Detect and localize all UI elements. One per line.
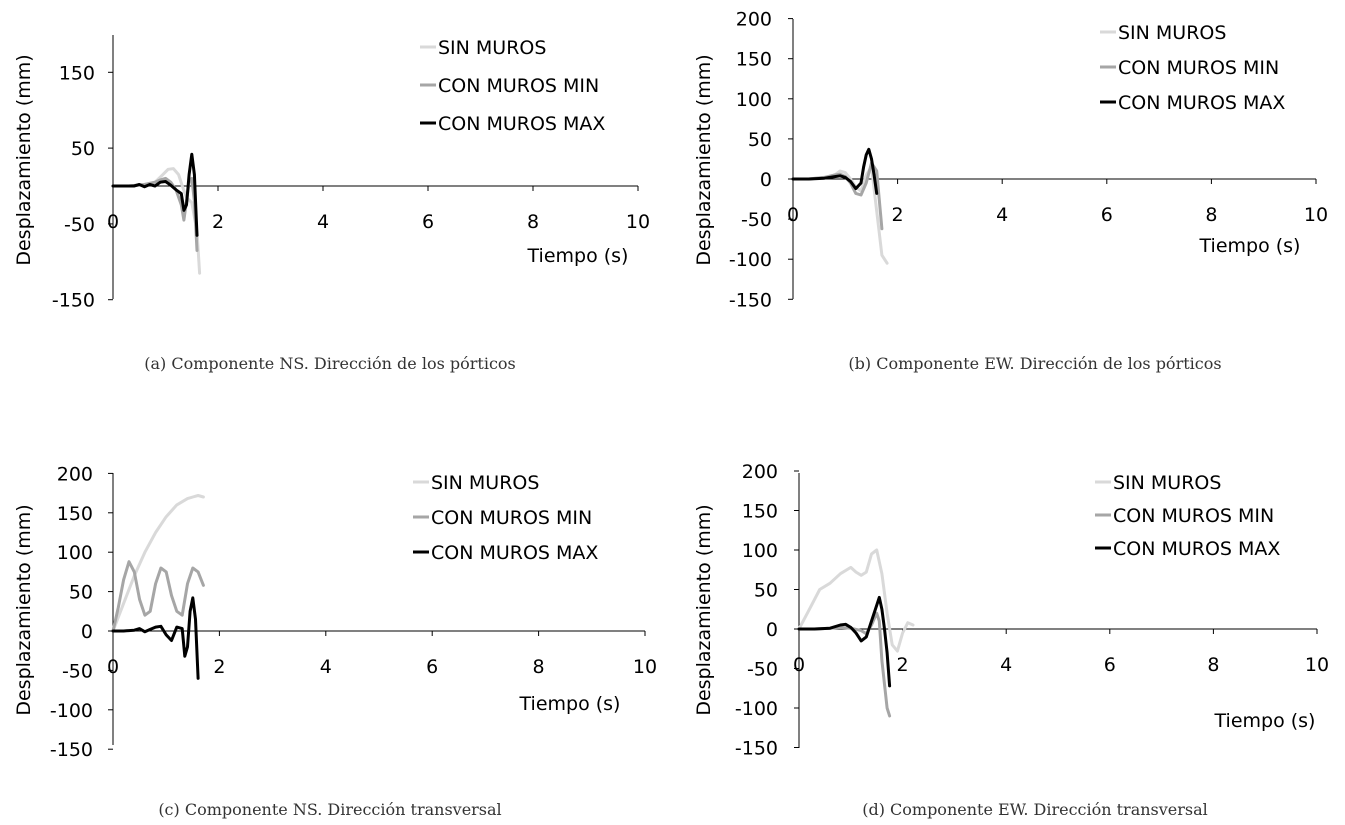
x-tick-label: 10 (1304, 204, 1328, 226)
x-tick-label: 6 (422, 211, 434, 233)
y-tick-label: -50 (64, 214, 95, 236)
x-axis-label: Tiempo (s) (1214, 710, 1316, 732)
x-tick-label: 2 (892, 204, 904, 226)
y-tick-label: 150 (59, 62, 95, 84)
y-tick-label: 50 (754, 580, 778, 602)
y-tick-label: 200 (57, 463, 93, 485)
chart-panel-c: 200 150 100 50 0 -50 -100 -150 0 2 4 6 8 10 SIN MUROS C… (13, 463, 657, 819)
y-tick-label: 150 (736, 49, 772, 71)
x-axis-label: Tiempo (s) (1199, 235, 1301, 257)
legend-label: CON MUROS MAX (1113, 538, 1280, 560)
figure-caption: (c) Componente NS. Dirección transversal (158, 800, 501, 819)
x-tick-label: 4 (320, 656, 332, 678)
x-tick-label: 10 (626, 211, 650, 233)
y-tick-label: -100 (735, 698, 778, 720)
y-tick-label: -100 (50, 700, 93, 722)
series-line-con-muros-min (111, 560, 205, 633)
figure-caption: (d) Componente EW. Dirección transversal (862, 800, 1208, 819)
legend-label: SIN MUROS (438, 37, 546, 59)
y-tick-label: -150 (50, 739, 93, 761)
legend-label: CON MUROS MAX (438, 113, 605, 135)
x-tick-label: 4 (1000, 654, 1012, 676)
y-tick-label: -50 (62, 660, 93, 682)
x-tick-label: 8 (533, 656, 545, 678)
x-tick-label: 0 (107, 656, 119, 678)
series-line-sin-muros (791, 165, 889, 265)
y-axis-label: Desplazamiento (mm) (693, 504, 715, 715)
x-axis-label: Tiempo (s) (527, 245, 629, 267)
y-tick-label: 200 (736, 9, 772, 31)
y-tick-label: 50 (748, 129, 772, 151)
legend-label: CON MUROS MAX (431, 542, 598, 564)
series-line-con-muros-max (791, 147, 879, 195)
x-tick-label: 10 (633, 656, 657, 678)
y-tick-label: -150 (52, 290, 95, 312)
y-axis-label: Desplazamiento (mm) (13, 54, 35, 265)
x-tick-label: 2 (897, 654, 909, 676)
x-tick-label: 4 (996, 204, 1008, 226)
y-tick-label: 50 (69, 582, 93, 604)
y-tick-label: -50 (741, 209, 772, 231)
y-tick-label: 0 (81, 621, 93, 643)
legend-label: CON MUROS MIN (431, 507, 592, 529)
y-tick-label: 0 (766, 619, 778, 641)
legend-label: SIN MUROS (1118, 22, 1226, 44)
x-tick-label: 8 (527, 211, 539, 233)
legend-label: SIN MUROS (431, 472, 539, 494)
chart-panel-b: 200 150 100 50 0 -50 -100 -150 0 2 4 6 8 10 SIN MUROS C… (693, 9, 1328, 373)
chart-panel-a: 150 50 -50 -150 0 2 4 6 8 10 SIN MUROS CON MUROS MI… (13, 35, 650, 373)
x-tick-label: 8 (1205, 204, 1217, 226)
figure-caption: (b) Componente EW. Dirección de los pórt… (848, 354, 1221, 373)
y-tick-label: 50 (71, 138, 95, 160)
x-tick-label: 0 (787, 204, 799, 226)
y-tick-label: 150 (57, 503, 93, 525)
x-axis-label: Tiempo (s) (519, 693, 621, 715)
chart-panel-d: 200 150 100 50 0 -50 -100 -150 0 2 4 6 8 10 SIN MUROS C… (693, 461, 1329, 819)
series-line-con-muros-max (111, 596, 200, 680)
y-tick-label: -150 (735, 738, 778, 760)
x-tick-label: 4 (317, 211, 329, 233)
y-tick-label: 100 (742, 540, 778, 562)
series-line-con-muros-max (797, 595, 892, 688)
y-tick-label: 100 (57, 542, 93, 564)
y-tick-label: 0 (760, 169, 772, 191)
y-tick-label: 150 (742, 501, 778, 523)
legend-label: SIN MUROS (1113, 472, 1221, 494)
y-axis-label: Desplazamiento (mm) (13, 504, 35, 715)
legend-label: CON MUROS MIN (438, 75, 599, 97)
y-axis-label: Desplazamiento (mm) (693, 54, 715, 265)
x-tick-label: 8 (1207, 654, 1219, 676)
x-tick-label: 6 (426, 656, 438, 678)
x-tick-label: 6 (1101, 204, 1113, 226)
y-tick-label: -150 (729, 289, 772, 311)
x-tick-label: 0 (107, 211, 119, 233)
x-tick-label: 0 (793, 654, 805, 676)
x-tick-label: 6 (1104, 654, 1116, 676)
y-tick-label: -50 (747, 659, 778, 681)
x-tick-label: 2 (213, 656, 225, 678)
y-tick-label: 200 (742, 461, 778, 483)
figure-caption: (a) Componente NS. Dirección de los pórt… (144, 354, 516, 373)
series-line-sin-muros (797, 548, 915, 653)
series-line-con-muros-max (111, 152, 199, 237)
x-tick-label: 2 (212, 211, 224, 233)
y-tick-label: 100 (736, 89, 772, 111)
legend-label: CON MUROS MIN (1118, 57, 1279, 79)
legend-label: CON MUROS MAX (1118, 92, 1285, 114)
y-tick-label: -100 (729, 249, 772, 271)
legend-label: CON MUROS MIN (1113, 505, 1274, 527)
series-line-sin-muros (111, 494, 205, 633)
x-tick-label: 10 (1305, 654, 1329, 676)
